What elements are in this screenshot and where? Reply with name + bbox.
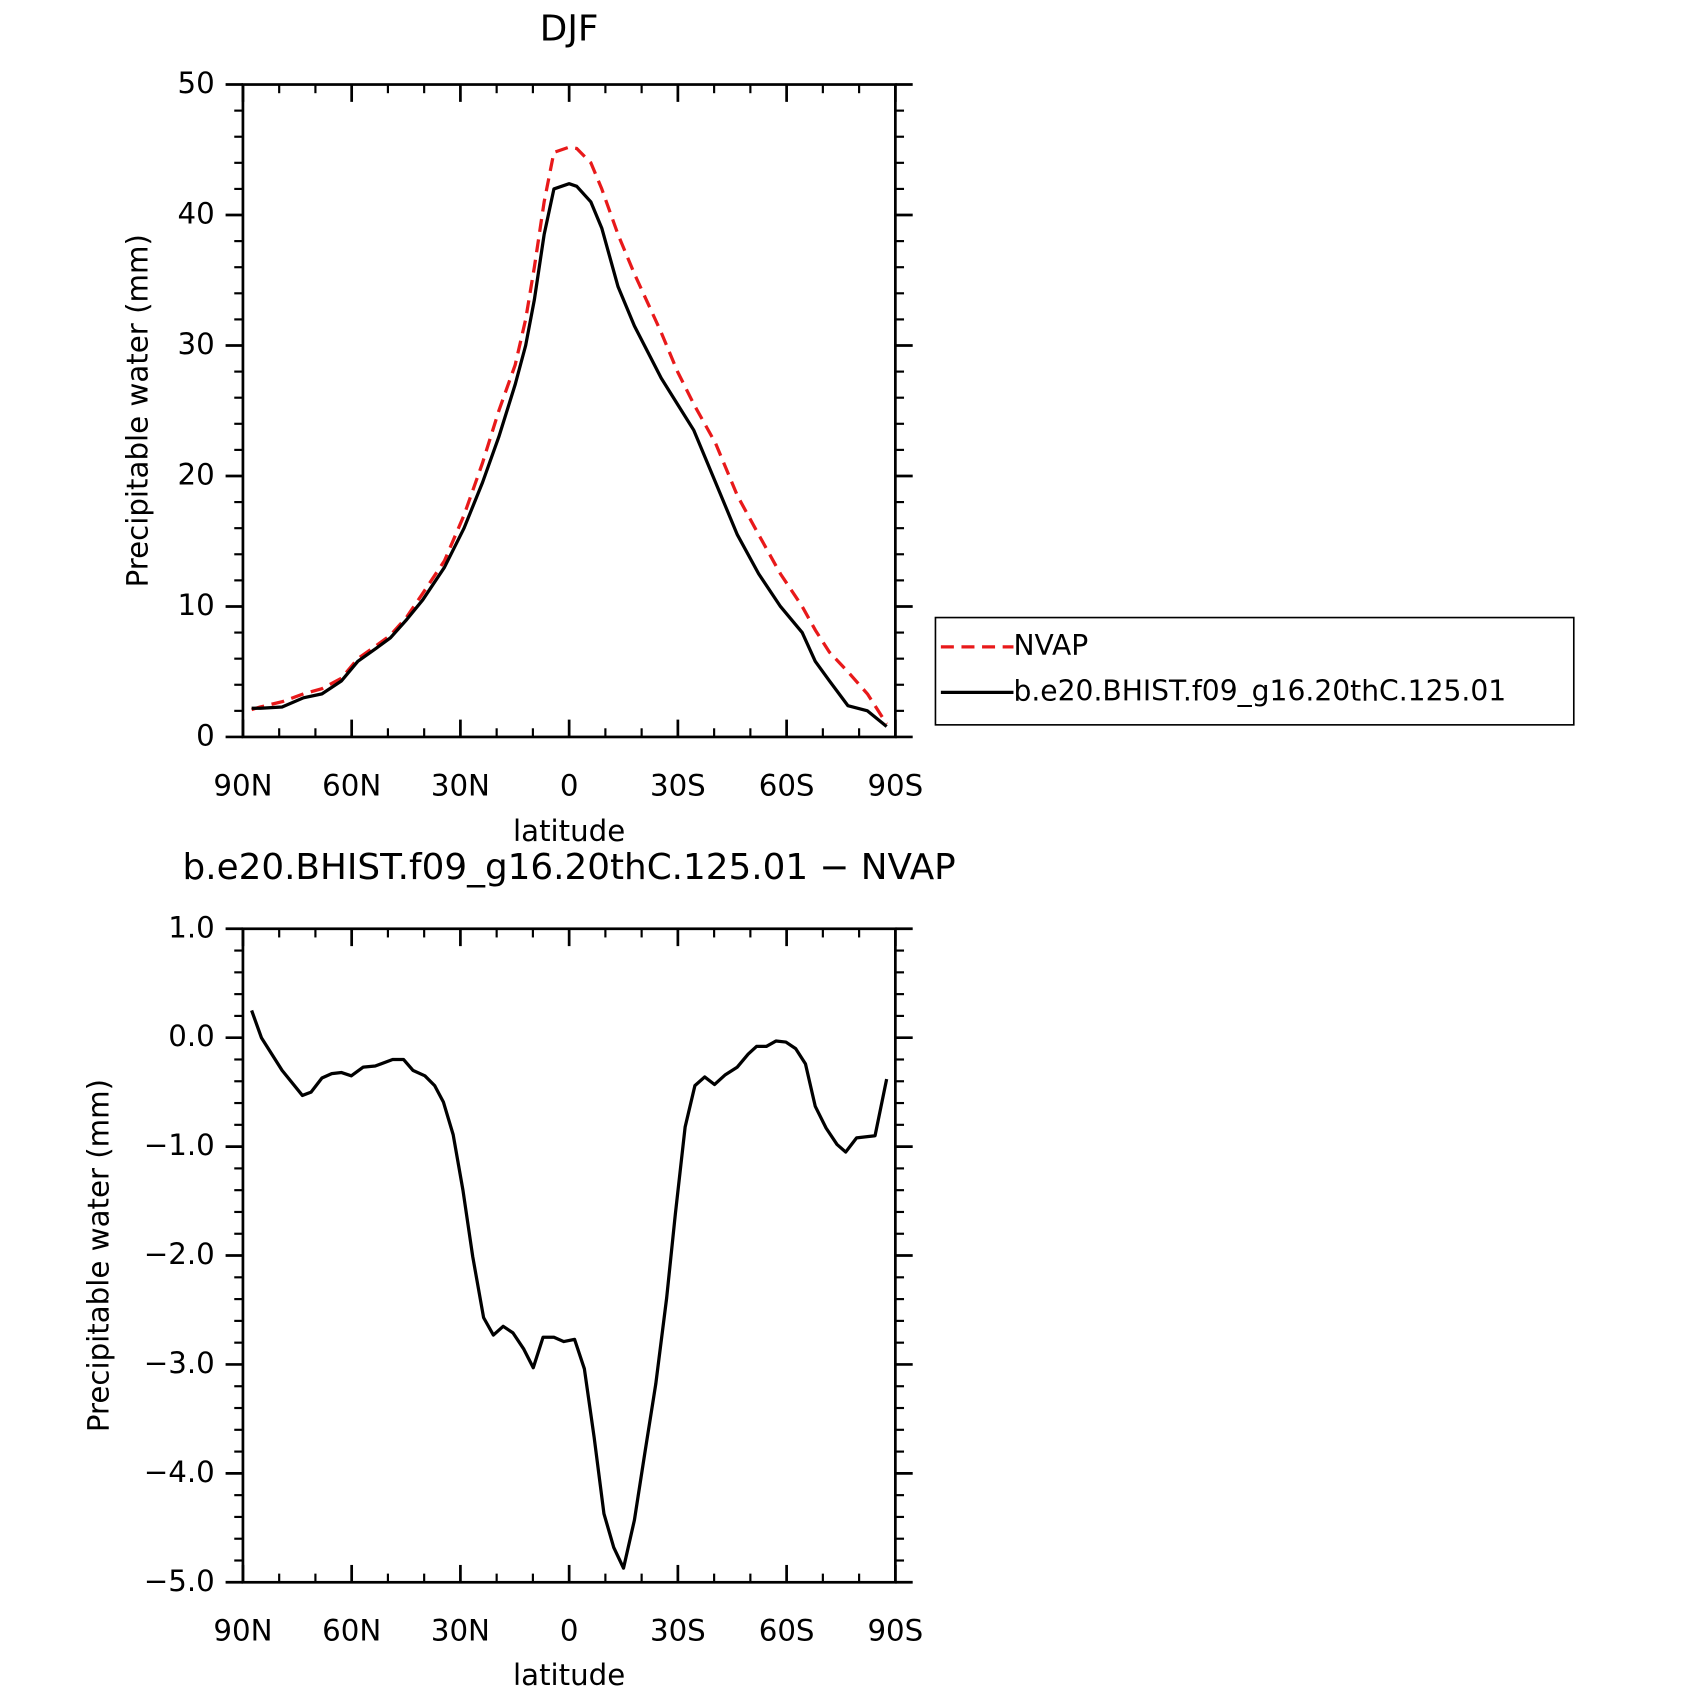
x-tick-label: 60N xyxy=(322,1614,381,1648)
x-tick-label: 30S xyxy=(650,768,706,802)
y-tick-label: 20 xyxy=(178,457,215,491)
series-line xyxy=(251,182,888,728)
chart: b.e20.BHIST.f09_g16.20thC.125.01 − NVAP l… xyxy=(81,847,955,1692)
x-tick-label: 0 xyxy=(560,1614,579,1648)
x-tick-label: 90S xyxy=(867,1614,923,1648)
y-tick-label: −4.0 xyxy=(144,1455,215,1489)
legend-label: b.e20.BHIST.f09_g16.20thC.125.01 xyxy=(1013,674,1506,707)
y-tick-label: 10 xyxy=(178,588,215,622)
y-axis-label: Precipitable water (mm) xyxy=(81,1079,115,1432)
x-tick-label: 60N xyxy=(322,768,381,802)
series-line xyxy=(251,145,889,725)
y-axis-label: Precipitable water (mm) xyxy=(120,234,154,587)
y-tick-label: 50 xyxy=(178,66,215,100)
y-tick-label: −1.0 xyxy=(144,1128,215,1162)
y-tick-label: 40 xyxy=(178,197,215,231)
legend: NVAP b.e20.BHIST.f09_g16.20thC.125.01 xyxy=(934,616,1575,726)
x-tick-label: 30N xyxy=(431,1614,490,1648)
y-tick-label: 1.0 xyxy=(168,910,215,944)
x-tick-label: 30N xyxy=(431,768,490,802)
x-tick-label: 90N xyxy=(213,1614,272,1648)
y-tick-label: −2.0 xyxy=(144,1237,215,1271)
series-line xyxy=(250,1009,889,1570)
y-tick-label: 0 xyxy=(196,718,215,752)
x-axis-label: latitude xyxy=(513,814,625,848)
legend-label: NVAP xyxy=(1013,629,1088,662)
x-tick-label: 0 xyxy=(560,768,579,802)
x-tick-label: 90S xyxy=(867,768,923,802)
y-tick-label: −3.0 xyxy=(144,1346,215,1380)
chart-title: DJF xyxy=(540,8,599,49)
y-tick-label: −5.0 xyxy=(144,1564,215,1598)
x-tick-label: 60S xyxy=(759,1614,815,1648)
y-tick-label: 0.0 xyxy=(168,1019,215,1053)
x-tick-label: 30S xyxy=(650,1614,706,1648)
legend-box xyxy=(934,616,1575,726)
x-tick-label: 90N xyxy=(213,768,272,802)
x-axis-label: latitude xyxy=(513,1658,625,1692)
x-tick-label: 60S xyxy=(759,768,815,802)
chart-title: b.e20.BHIST.f09_g16.20thC.125.01 − NVAP xyxy=(183,847,956,888)
chart: DJF latitude Precipitable water (mm) 0 10 20 3… xyxy=(120,8,1575,848)
plot-frame xyxy=(241,927,897,1584)
plot-frame xyxy=(241,83,897,739)
y-tick-label: 30 xyxy=(178,327,215,361)
